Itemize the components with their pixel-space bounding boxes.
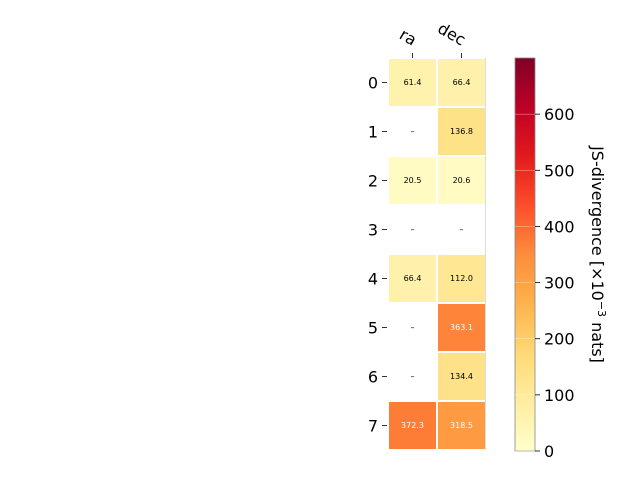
colorbar-label-unit: nats]: [588, 317, 607, 363]
heatmap-cell-7-ra: [389, 402, 436, 449]
column-tick-label: ra: [396, 25, 420, 50]
cell-label-7-ra: 372.3: [401, 421, 424, 430]
heatmap-cell-0-ra: [389, 59, 436, 106]
cell-label-0-ra: 61.4: [404, 78, 422, 87]
cell-label-0-dec: 66.4: [453, 78, 471, 87]
colorbar-label: JS-divergence [×10−3 nats]: [588, 145, 609, 363]
heatmap-cell-4-dec: [438, 255, 485, 302]
heatmap-cell-2-ra: [389, 157, 436, 204]
row-tick-labels: 0 1 2 3 4 5 6 7: [368, 74, 387, 436]
heatmap-cell-6-dec: [438, 353, 485, 400]
colorbar-tick-label: 200: [544, 330, 575, 349]
cell-label-2-dec: 20.6: [453, 176, 471, 185]
cell-label-4-ra: 66.4: [404, 274, 422, 283]
cell-label-7-dec: 318.5: [450, 421, 473, 430]
cell-label-3-ra: –: [411, 225, 415, 234]
heatmap-cell-4-ra: [389, 255, 436, 302]
row-tick-label: 1: [368, 123, 378, 142]
colorbar-tick-label: 300: [544, 274, 575, 293]
cell-label-5-ra: –: [411, 323, 415, 332]
colorbar-tick-label: 400: [544, 217, 575, 236]
heatmap-cell-7-dec: [438, 402, 485, 449]
heatmap-cell-1-dec: [438, 108, 485, 155]
cell-label-4-dec: 112.0: [450, 274, 473, 283]
cell-label-3-dec: –: [460, 225, 464, 234]
colorbar-gradient: [514, 57, 536, 452]
cell-label-5-dec: 363.1: [450, 323, 473, 332]
colorbar: 0 100 200 300 400 500 600 JS-divergence [×10−3…: [514, 57, 609, 461]
colorbar-tick-label: 600: [544, 105, 575, 124]
cell-label-1-ra: –: [411, 127, 415, 136]
colorbar-tick-label: 100: [544, 386, 575, 405]
row-tick-label: 7: [368, 417, 378, 436]
row-tick-label: 3: [368, 221, 378, 240]
column-tick-label: dec: [435, 19, 469, 50]
row-tick-label: 0: [368, 74, 378, 93]
cell-label-2-ra: 20.5: [404, 176, 422, 185]
cell-label-1-dec: 136.8: [450, 127, 473, 136]
colorbar-label-main: JS-divergence [×10: [588, 145, 607, 301]
column-tick-labels: ra dec: [396, 19, 469, 58]
heatmap-cells: 61.4 66.4 – 136.8 20.5 20.6 – – 66.4 112.0 – 363.1 –…: [389, 58, 486, 450]
colorbar-label-exponent: −3: [596, 301, 609, 317]
cell-label-6-dec: 134.4: [450, 372, 473, 381]
row-tick-label: 5: [368, 319, 378, 338]
colorbar-tick-label: 500: [544, 161, 575, 180]
row-tick-label: 6: [368, 368, 378, 387]
row-tick-label: 2: [368, 172, 378, 191]
cell-label-6-ra: –: [411, 372, 415, 381]
heatmap-cell-2-dec: [438, 157, 485, 204]
colorbar-tick-label: 0: [544, 442, 554, 461]
heatmap-cell-5-dec: [438, 304, 485, 351]
heatmap-cell-0-dec: [438, 59, 485, 106]
row-tick-label: 4: [368, 270, 378, 289]
colorbar-ticks: 0 100 200 300 400 500 600: [515, 105, 575, 461]
